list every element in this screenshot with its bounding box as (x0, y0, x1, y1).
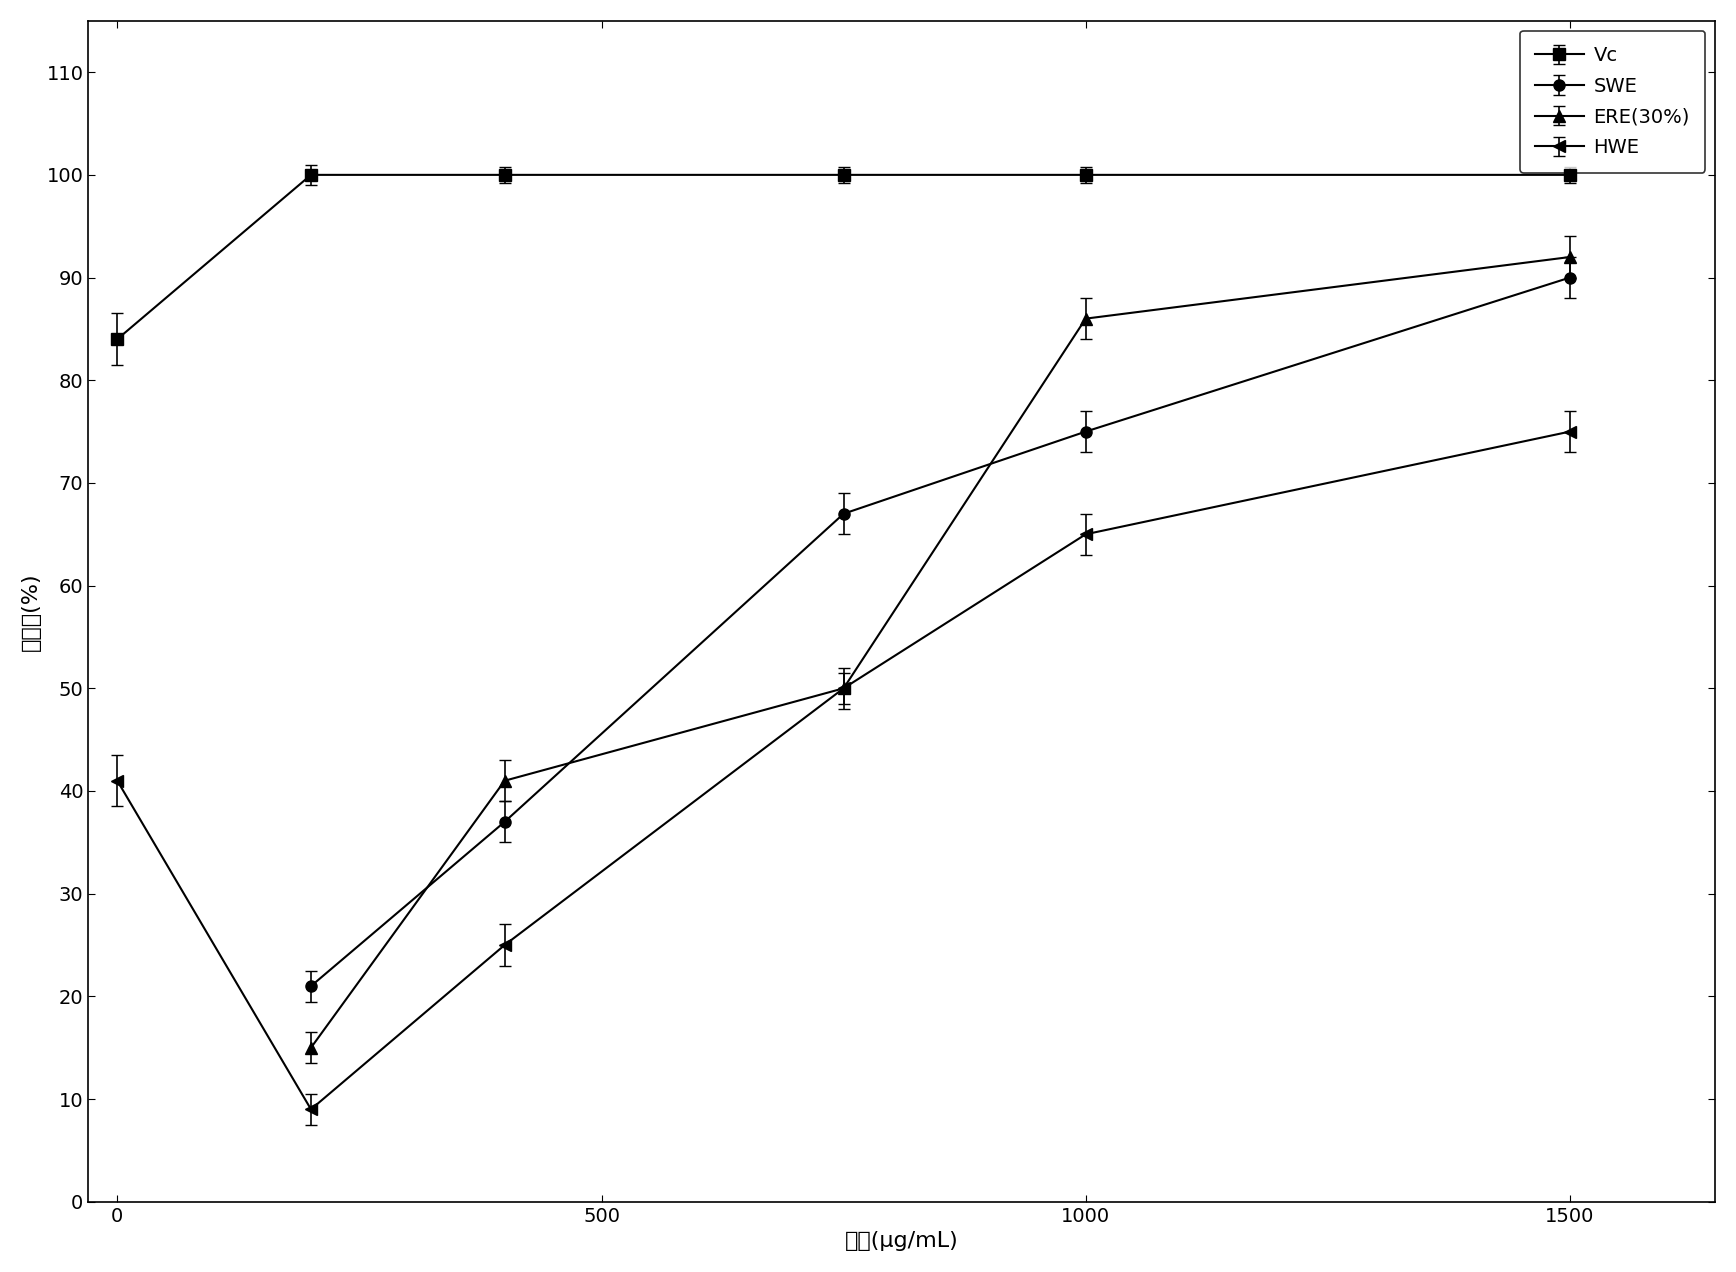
X-axis label: 浓度(μg/mL): 浓度(μg/mL) (845, 1231, 958, 1252)
Legend: Vc, SWE, ERE(30%), HWE: Vc, SWE, ERE(30%), HWE (1519, 31, 1705, 173)
Y-axis label: 清除率(%): 清除率(%) (21, 572, 42, 650)
